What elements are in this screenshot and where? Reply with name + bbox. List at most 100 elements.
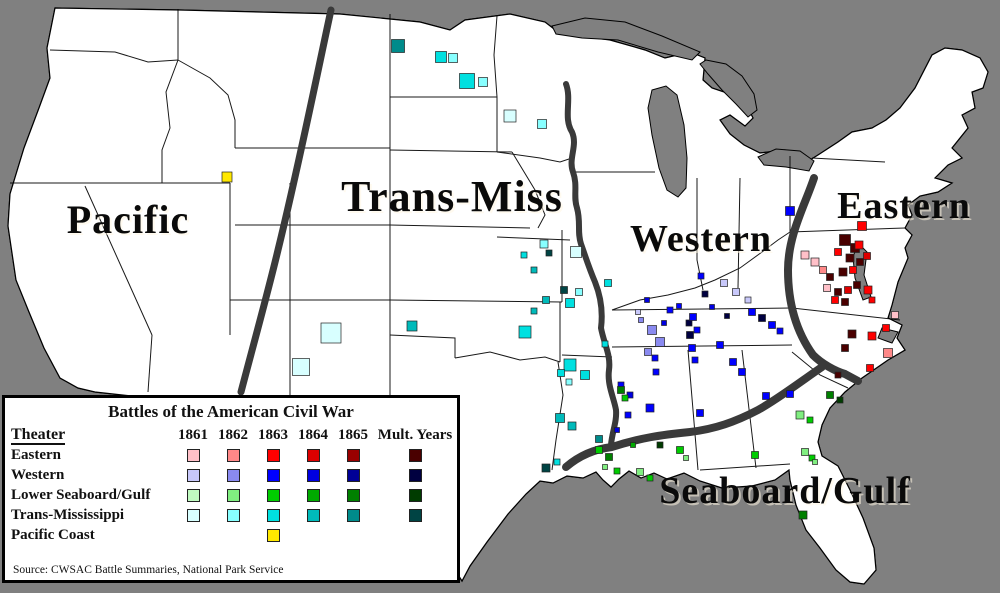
battle-county-western bbox=[785, 206, 795, 216]
battle-county-western bbox=[685, 319, 693, 327]
battle-county-eastern bbox=[883, 348, 893, 358]
legend-color-swatch bbox=[266, 488, 280, 502]
mississippi-boundary-line bbox=[563, 81, 620, 448]
battle-county-lower-seaboard-gulf bbox=[798, 510, 808, 520]
pacific-boundary-line bbox=[237, 6, 335, 396]
battle-county-western bbox=[709, 304, 715, 310]
legend-color-swatch bbox=[266, 468, 280, 482]
battle-county-lower-seaboard-gulf bbox=[836, 396, 844, 404]
legend-swatch-cell bbox=[213, 448, 253, 462]
legend-swatch-cell bbox=[173, 468, 213, 482]
battle-county-eastern bbox=[819, 266, 827, 274]
theater-label-trans-miss: Trans-Miss bbox=[341, 172, 563, 221]
battle-county-trans-mississippi bbox=[530, 266, 538, 274]
battle-county-lower-seaboard-gulf bbox=[751, 451, 759, 459]
battle-county-eastern bbox=[841, 298, 849, 306]
legend-color-swatch bbox=[186, 488, 200, 502]
battle-county-trans-mississippi bbox=[518, 325, 532, 339]
battle-county-lower-seaboard-gulf bbox=[630, 442, 636, 448]
battle-county-western bbox=[652, 368, 660, 376]
legend-swatch-cell bbox=[333, 508, 373, 522]
battle-county-western bbox=[644, 348, 652, 356]
theater-label-eastern: Eastern bbox=[837, 185, 971, 227]
battle-county-western bbox=[768, 321, 776, 329]
battle-county-western bbox=[701, 290, 709, 298]
legend-swatch-cell bbox=[173, 488, 213, 502]
legend-row-label: Western bbox=[11, 466, 65, 483]
theater-label-pacific: Pacific bbox=[67, 197, 190, 242]
lake-huron bbox=[699, 59, 758, 118]
battle-county-trans-mississippi bbox=[459, 73, 475, 89]
legend-panel: Battles of the American Civil War Theate… bbox=[2, 395, 460, 583]
battle-county-lower-seaboard-gulf bbox=[808, 454, 816, 462]
legend-row-trans-mississippi: Trans-Mississippi bbox=[5, 505, 457, 525]
legend-color-swatch bbox=[306, 468, 320, 482]
legend-swatch-cell bbox=[253, 508, 293, 522]
battle-county-trans-mississippi bbox=[478, 77, 488, 87]
lakes bbox=[551, 17, 899, 344]
battle-county-eastern bbox=[839, 234, 851, 246]
eastern-boundary-line bbox=[784, 174, 862, 385]
legend-swatch-cell bbox=[253, 488, 293, 502]
legend-color-swatch bbox=[408, 448, 422, 462]
legend-row-pacific-coast: Pacific Coast bbox=[5, 525, 457, 545]
legend-color-swatch bbox=[306, 508, 320, 522]
battle-county-trans-mississippi bbox=[595, 435, 603, 443]
battle-county-western bbox=[744, 296, 752, 304]
legend-color-swatch bbox=[346, 468, 360, 482]
battle-county-eastern bbox=[844, 286, 852, 294]
theater-labels-layer: Pacific Trans-Miss Western Eastern Seaboard/… bbox=[67, 172, 971, 512]
legend-color-swatch bbox=[306, 448, 320, 462]
battle-county-western bbox=[644, 297, 650, 303]
battle-county-trans-mississippi bbox=[553, 458, 561, 466]
legend-color-swatch bbox=[306, 488, 320, 502]
battle-county-lower-seaboard-gulf bbox=[646, 474, 654, 482]
battle-county-eastern bbox=[863, 252, 871, 260]
battle-county-western bbox=[738, 368, 746, 376]
battle-county-western bbox=[693, 326, 701, 334]
legend-row-eastern: Eastern bbox=[5, 445, 457, 465]
battle-county-eastern bbox=[823, 284, 831, 292]
battle-county-lower-seaboard-gulf bbox=[605, 453, 613, 461]
battle-county-eastern bbox=[826, 273, 834, 281]
legend-swatch-cell bbox=[373, 448, 457, 462]
battle-county-eastern bbox=[834, 288, 842, 296]
battle-county-trans-mississippi bbox=[503, 109, 517, 123]
battle-county-eastern bbox=[854, 240, 864, 250]
lake-superior bbox=[551, 17, 701, 61]
battle-county-eastern bbox=[856, 258, 864, 266]
battle-county-trans-mississippi bbox=[560, 286, 568, 294]
battle-county-western bbox=[614, 427, 620, 433]
battle-county-trans-mississippi bbox=[448, 53, 458, 63]
battle-county-lower-seaboard-gulf bbox=[621, 394, 629, 402]
battle-county-trans-mississippi bbox=[580, 370, 590, 380]
battle-county-trans-mississippi bbox=[563, 358, 577, 372]
legend-row-label: Lower Seaboard/Gulf bbox=[11, 486, 151, 503]
legend-swatch-cell bbox=[373, 468, 457, 482]
battle-county-western bbox=[689, 313, 697, 321]
legend-row-lower-seaboard-gulf: Lower Seaboard/Gulf bbox=[5, 485, 457, 505]
battle-county-western bbox=[776, 327, 784, 335]
year-header: 1863 bbox=[258, 426, 288, 443]
legend-title: Battles of the American Civil War bbox=[108, 402, 354, 421]
battle-county-trans-mississippi bbox=[537, 119, 547, 129]
year-header: 1864 bbox=[298, 426, 328, 443]
legend-color-swatch bbox=[266, 448, 280, 462]
year-header: Mult. Years bbox=[377, 426, 453, 443]
legend-color-swatch bbox=[266, 508, 280, 522]
battle-county-trans-mississippi bbox=[567, 421, 577, 431]
battle-county-lower-seaboard-gulf bbox=[617, 386, 625, 394]
legend-swatch-cell bbox=[173, 508, 213, 522]
battle-county-eastern bbox=[847, 329, 857, 339]
legend-color-swatch bbox=[186, 468, 200, 482]
legend-row-label: Eastern bbox=[11, 446, 61, 463]
year-header: 1865 bbox=[338, 426, 368, 443]
battle-county-western bbox=[655, 337, 665, 347]
battle-county-trans-mississippi bbox=[541, 463, 551, 473]
year-header: 1861 bbox=[178, 426, 208, 443]
theater-label-seaboard-gulf: Seaboard/Gulf bbox=[659, 470, 911, 512]
legend-color-swatch bbox=[346, 508, 360, 522]
battle-county-trans-mississippi bbox=[545, 249, 553, 257]
battle-county-eastern bbox=[838, 267, 848, 277]
battle-county-trans-mississippi bbox=[391, 39, 405, 53]
